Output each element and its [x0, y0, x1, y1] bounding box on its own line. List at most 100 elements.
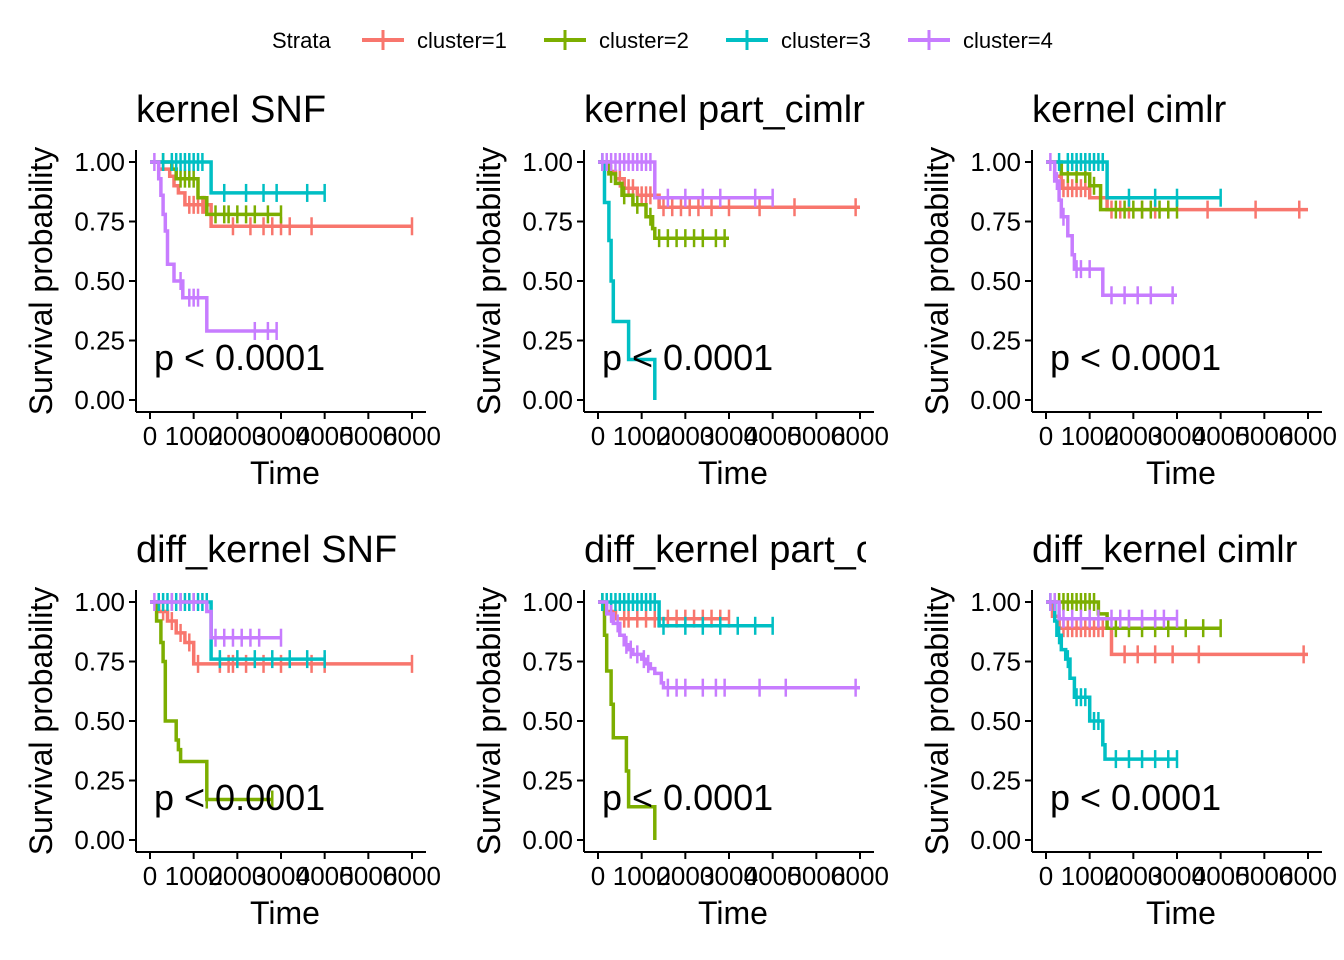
y-tick-label: 0.25 — [74, 326, 125, 356]
y-tick-label: 1.00 — [522, 147, 573, 177]
y-axis-title: Survival probability — [23, 147, 59, 416]
x-axis-title: Time — [250, 455, 320, 491]
series-group — [598, 153, 860, 400]
legend-label: cluster=4 — [963, 28, 1053, 53]
x-axis-title: Time — [1146, 895, 1216, 931]
y-tick-label: 0.50 — [74, 706, 125, 736]
x-tick-label: 2000 — [1104, 421, 1162, 451]
survival-curve — [1046, 600, 1177, 761]
x-axis-title: Time — [250, 895, 320, 931]
x-tick-label: 0 — [591, 421, 605, 451]
x-tick-label: 1000 — [1061, 421, 1119, 451]
panel: kernel SNF 0.00 0.25 0.50 0.75 1.00 0 100020003… — [23, 89, 441, 491]
x-tick-label: 0 — [143, 421, 157, 451]
survival-curve — [598, 160, 773, 200]
survival-curve — [598, 160, 657, 400]
x-tick-label: 5000 — [787, 421, 845, 451]
y-axis-title: Survival probability — [919, 147, 955, 416]
legend: Strata cluster=1 cluster=2 cluster=3 cluste… — [272, 28, 1053, 53]
x-tick-label: 2000 — [656, 421, 714, 451]
survival-curve — [598, 600, 657, 840]
x-tick-label: 0 — [1039, 861, 1053, 891]
x-tick-label: 6000 — [1279, 421, 1337, 451]
survival-curve — [1046, 160, 1177, 298]
y-tick-label: 0.25 — [970, 326, 1021, 356]
x-tick-label: 0 — [143, 861, 157, 891]
x-tick-label: 5000 — [339, 421, 397, 451]
series-group — [1046, 593, 1308, 769]
legend-label: cluster=3 — [781, 28, 871, 53]
legend-entry: cluster=3 — [726, 28, 871, 53]
x-tick-label: 2000 — [208, 421, 266, 451]
y-tick-label: 0.75 — [970, 647, 1021, 677]
y-tick-label: 1.00 — [970, 587, 1021, 617]
x-tick-label: 3000 — [700, 861, 758, 891]
survival-curve — [150, 600, 273, 802]
y-tick-label: 1.00 — [74, 587, 125, 617]
x-tick-label: 0 — [1039, 421, 1053, 451]
y-tick-label: 0.00 — [970, 825, 1021, 855]
y-axis-title: Survival probability — [23, 587, 59, 856]
p-value-label: p < 0.0001 — [1050, 777, 1221, 818]
series-group — [150, 153, 414, 340]
panel: diff_kernel cimlr 0.00 0.25 0.50 0.75 1.00 0 10… — [919, 529, 1337, 931]
x-tick-label: 4000 — [744, 421, 802, 451]
y-tick-label: 0.25 — [522, 766, 573, 796]
legend-entries: cluster=1 cluster=2 cluster=3 cluster=4 — [362, 28, 1053, 53]
x-tick-label: 1000 — [1061, 861, 1119, 891]
legend-title: Strata — [272, 28, 331, 53]
y-tick-label: 1.00 — [970, 147, 1021, 177]
y-tick-label: 0.25 — [970, 766, 1021, 796]
y-tick-label: 0.75 — [522, 647, 573, 677]
y-tick-label: 0.00 — [522, 825, 573, 855]
legend-label: cluster=1 — [417, 28, 507, 53]
x-tick-label: 4000 — [296, 421, 354, 451]
x-axis-title: Time — [698, 895, 768, 931]
x-tick-label: 6000 — [1279, 861, 1337, 891]
survival-curve — [150, 160, 277, 333]
survival-curve — [150, 600, 281, 640]
y-axis-title: Survival probability — [471, 587, 507, 856]
panel-title: kernel part_cimlr — [584, 89, 865, 131]
legend-label: cluster=2 — [599, 28, 689, 53]
x-tick-label: 6000 — [831, 421, 889, 451]
x-tick-label: 1000 — [613, 421, 671, 451]
x-tick-label: 2000 — [656, 861, 714, 891]
x-tick-label: 0 — [591, 861, 605, 891]
panel-title: diff_kernel SNF — [136, 529, 397, 571]
panel-title: diff_kernel cimlr — [1032, 529, 1298, 571]
panel: diff_kernel SNF 0.00 0.25 0.50 0.75 1.00 0 1000… — [23, 529, 441, 931]
y-tick-label: 0.75 — [970, 207, 1021, 237]
x-tick-label: 2000 — [1104, 861, 1162, 891]
x-tick-label: 5000 — [787, 861, 845, 891]
x-tick-label: 3000 — [1148, 861, 1206, 891]
x-tick-label: 3000 — [252, 421, 310, 451]
x-tick-label: 6000 — [383, 861, 441, 891]
x-tick-label: 6000 — [831, 861, 889, 891]
legend-entry: cluster=1 — [362, 28, 507, 53]
series-group — [150, 593, 414, 809]
p-value-label: p < 0.0001 — [602, 337, 773, 378]
y-tick-label: 0.75 — [74, 647, 125, 677]
y-tick-label: 0.75 — [522, 207, 573, 237]
y-tick-label: 0.00 — [74, 385, 125, 415]
y-tick-label: 0.75 — [74, 207, 125, 237]
y-tick-label: 1.00 — [522, 587, 573, 617]
x-axis-title: Time — [1146, 455, 1216, 491]
survival-curve — [1046, 600, 1177, 621]
p-value-label: p < 0.0001 — [1050, 337, 1221, 378]
x-tick-label: 2000 — [208, 861, 266, 891]
panel-title: diff_kernel part_cimlr — [584, 529, 936, 571]
panel: kernel part_cimlr 0.00 0.25 0.50 0.75 1.00 0 10… — [471, 89, 889, 491]
x-tick-label: 3000 — [700, 421, 758, 451]
panel-title: kernel cimlr — [1032, 89, 1227, 131]
x-tick-label: 3000 — [1148, 421, 1206, 451]
p-value-label: p < 0.0001 — [602, 777, 773, 818]
y-tick-label: 0.25 — [522, 326, 573, 356]
survival-curve — [1046, 160, 1177, 212]
p-value-label: p < 0.0001 — [154, 337, 325, 378]
y-axis-title: Survival probability — [471, 147, 507, 416]
y-tick-label: 0.00 — [74, 825, 125, 855]
